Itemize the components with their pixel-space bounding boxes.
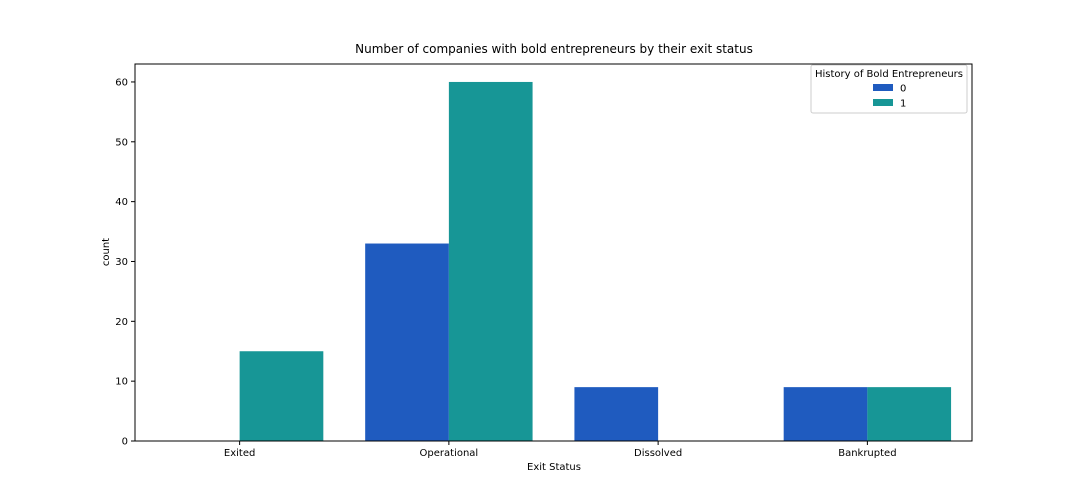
y-tick-label: 50 bbox=[115, 137, 128, 148]
y-axis: 0 10 20 30 40 50 60 bbox=[115, 77, 135, 448]
legend: History of Bold Entrepreneurs 0 1 bbox=[810, 64, 968, 114]
plot-area bbox=[239, 81, 952, 441]
bar-operational-series-1 bbox=[448, 81, 533, 441]
x-tick-label: Dissolved bbox=[634, 448, 682, 459]
y-tick-label: 20 bbox=[115, 317, 128, 328]
bar-exited-series-1 bbox=[239, 351, 324, 441]
y-tick-label: 10 bbox=[115, 377, 128, 388]
y-tick-label: 60 bbox=[115, 77, 128, 88]
y-tick-label: 40 bbox=[115, 197, 128, 208]
x-tick-label: Bankrupted bbox=[838, 448, 896, 459]
x-tick-label: Operational bbox=[420, 448, 479, 459]
chart-title: Number of companies with bold entreprene… bbox=[355, 42, 753, 56]
bar-bankrupted-series-1 bbox=[867, 387, 952, 441]
x-axis-title: Exit Status bbox=[527, 462, 581, 473]
bar-bankrupted-series-0 bbox=[783, 387, 868, 441]
legend-label-1: 1 bbox=[900, 99, 906, 110]
legend-swatch-1 bbox=[873, 99, 893, 106]
x-axis: Exited Operational Dissolved Bankrupted bbox=[224, 441, 897, 459]
bar-dissolved-series-0 bbox=[574, 387, 659, 441]
y-axis-title: count bbox=[101, 238, 112, 266]
legend-title: History of Bold Entrepreneurs bbox=[815, 69, 963, 80]
y-tick-label: 0 bbox=[122, 437, 128, 448]
x-tick-label: Exited bbox=[224, 448, 255, 459]
y-tick-label: 30 bbox=[115, 257, 128, 268]
plot-frame bbox=[134, 63, 973, 442]
legend-swatch-0 bbox=[873, 84, 893, 91]
legend-label-0: 0 bbox=[900, 84, 906, 95]
bar-operational-series-0 bbox=[365, 243, 449, 441]
